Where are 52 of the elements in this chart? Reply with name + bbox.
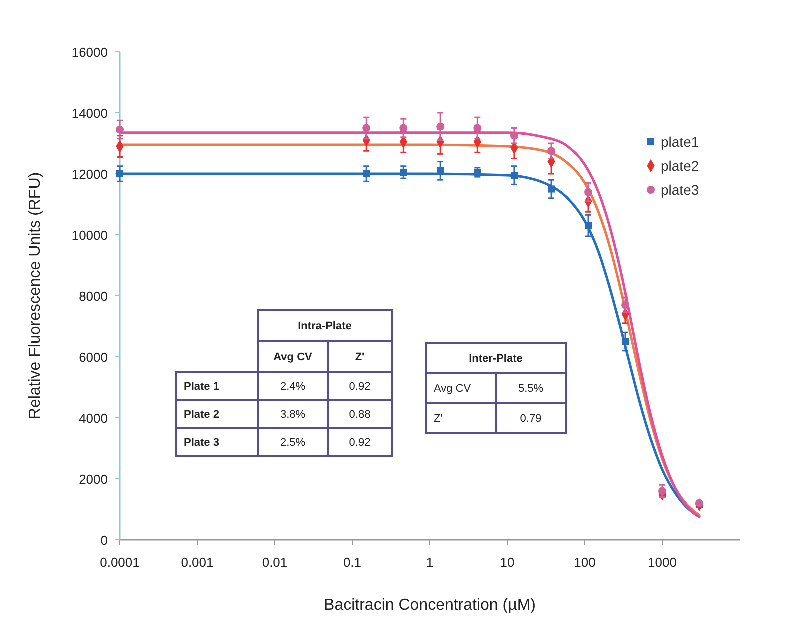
y-tick-label: 4000: [79, 411, 108, 426]
annotation: Plate 3: [184, 437, 220, 449]
annotation: 2.5%: [280, 437, 306, 449]
point: [584, 188, 592, 196]
point: [510, 172, 518, 180]
annotation: Z': [355, 352, 366, 364]
x-axis-title: Bacitracin Concentration (µM): [324, 597, 536, 614]
x-tick-label: 10: [500, 555, 515, 570]
y-tick-label: 14000: [72, 106, 108, 121]
y-tick-label: 6000: [79, 350, 108, 365]
x-tick-label: 1000: [648, 555, 677, 570]
y-tick-label: 8000: [79, 289, 108, 304]
y-tick-label: 16000: [72, 45, 108, 60]
point: [548, 186, 556, 193]
annotation: 2.4%: [280, 381, 306, 393]
annotation: Intra-Plate: [298, 320, 352, 332]
legend-label: plate2: [661, 158, 700, 174]
x-tick-label: 0.01: [262, 555, 288, 570]
point: [510, 132, 518, 140]
annotation: Z': [434, 413, 443, 425]
y-tick-label: 12000: [72, 167, 108, 182]
annotation: 0.79: [520, 413, 542, 425]
point: [622, 301, 630, 310]
annotation: Inter-Plate: [469, 353, 523, 365]
x-tick-label: 1: [426, 555, 434, 570]
x-tick-label: 0.001: [181, 555, 214, 570]
x-tick-label: 0.1: [343, 555, 362, 570]
point: [363, 170, 370, 178]
y-tick-label: 0: [100, 533, 108, 548]
point: [584, 222, 592, 230]
y-tick-label: 2000: [79, 472, 108, 487]
annotation: Avg CV: [434, 383, 472, 395]
annotation: 0.92: [349, 381, 371, 393]
legend-label: plate1: [661, 134, 700, 150]
point: [400, 168, 408, 176]
annotation: Plate 1: [184, 381, 220, 393]
annotation: 0.92: [349, 437, 371, 449]
point: [658, 487, 666, 496]
annotation: 5.5%: [518, 383, 544, 395]
annotation: 0.88: [349, 409, 371, 421]
point: [622, 338, 630, 346]
x-tick-label: 0.0001: [100, 555, 140, 570]
point: [362, 124, 371, 132]
x-tick-label: 100: [574, 555, 596, 570]
annotation: Avg CV: [274, 352, 314, 364]
annotation: Plate 2: [184, 409, 220, 421]
y-tick-label: 10000: [72, 228, 108, 243]
legend-label: plate3: [661, 182, 700, 198]
point: [548, 147, 556, 156]
annotation: 3.8%: [280, 409, 306, 421]
point: [437, 167, 444, 174]
y-axis-title: Relative Fluorescence Units (RFU): [27, 172, 44, 420]
